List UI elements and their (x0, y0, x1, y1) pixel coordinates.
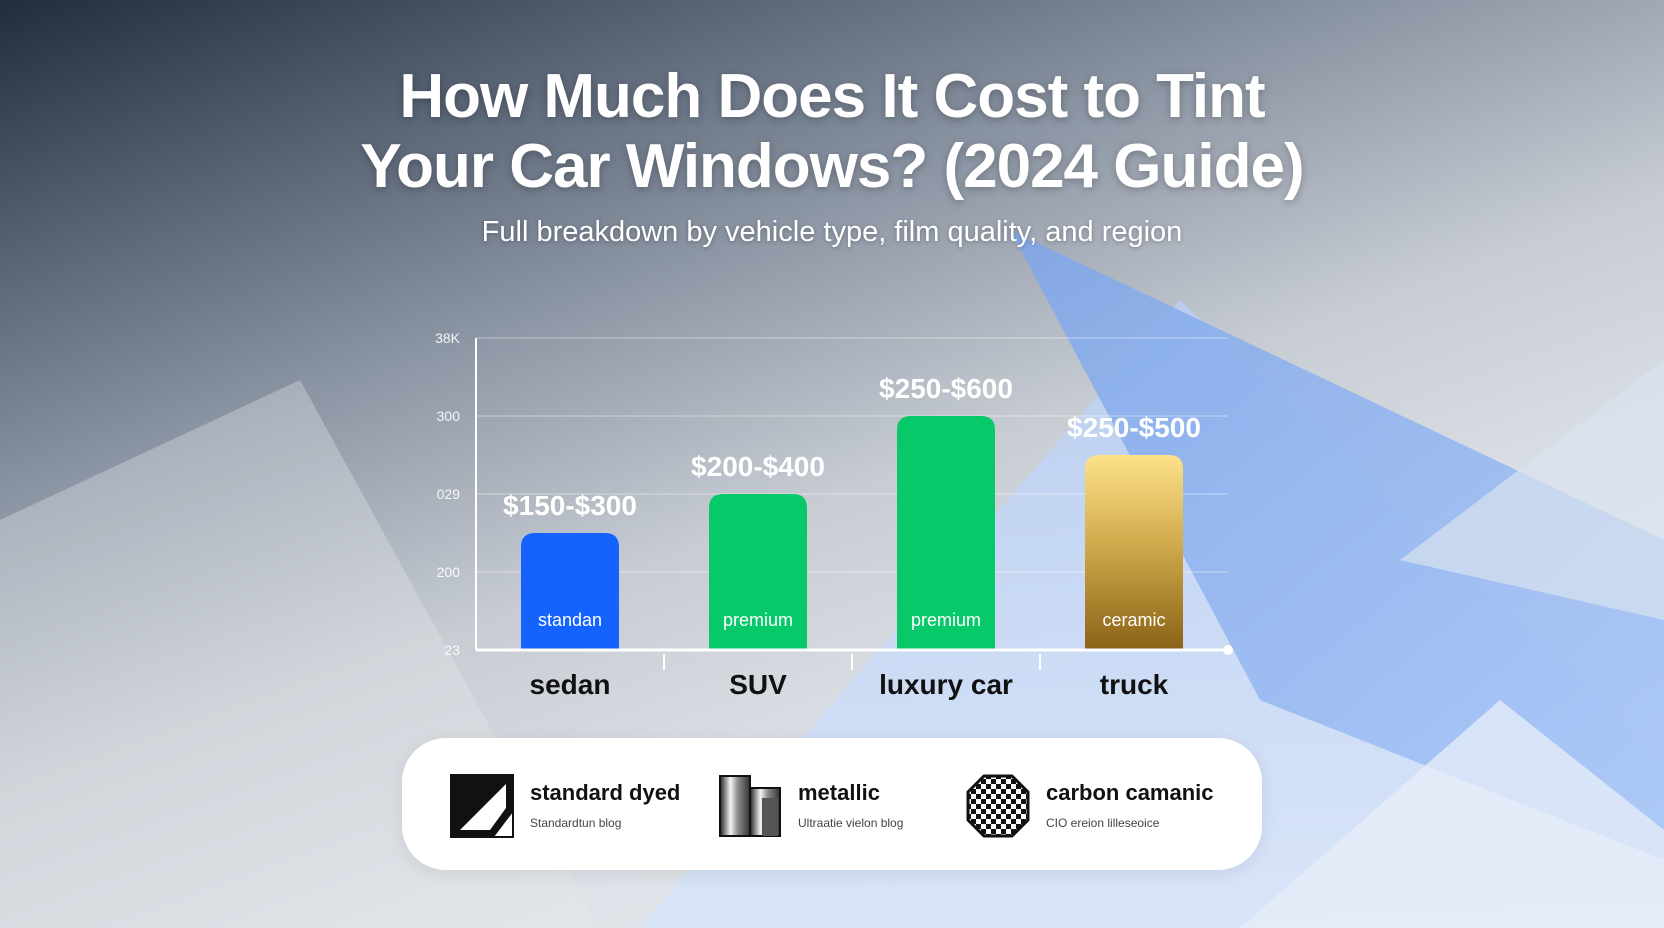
page-subtitle: Full breakdown by vehicle type, film qua… (481, 216, 1183, 248)
y-tick-label: 029 (437, 486, 461, 502)
bar-sedan (521, 533, 619, 650)
legend-title-carbon-ceramic: carbon camanic (1046, 780, 1214, 805)
bar-luxury-car (897, 416, 995, 650)
y-tick-label: 23 (444, 642, 460, 658)
y-tick-label: 200 (437, 564, 461, 580)
page-title: How Much Does It Cost to Tint Your Car W… (0, 62, 1664, 202)
title-line-1: How Much Does It Cost to Tint (399, 62, 1265, 131)
title-line-2: Your Car Windows? (2024 Guide) (360, 132, 1304, 201)
legend-title-metallic: metallic (798, 780, 880, 805)
bar-inner-label: premium (911, 610, 981, 630)
y-tick-label: 300 (437, 408, 461, 424)
bar-inner-label: premium (723, 610, 793, 630)
legend-sub-carbon-ceramic: CIO ereion lilleseoice (1046, 816, 1160, 830)
bar-suv (709, 494, 807, 650)
film-type-legend: standard dyed Standardtun blog metallic … (402, 738, 1262, 870)
bar-value-label: $200-$400 (691, 451, 825, 482)
x-tick-label: SUV (729, 669, 787, 700)
bar-inner-label: standan (538, 610, 602, 630)
bar-inner-label: ceramic (1102, 610, 1165, 630)
legend-sub-standard-dyed: Standardtun blog (530, 816, 622, 830)
y-tick-label: 38K (435, 330, 461, 346)
x-tick-label: sedan (530, 669, 611, 700)
legend-sub-metallic: Ultraatie vielon blog (798, 816, 904, 830)
checkered-circle-icon (966, 774, 1030, 838)
x-tick-label: luxury car (879, 669, 1013, 700)
metallic-bars-icon (719, 775, 781, 837)
x-tick-label: truck (1100, 669, 1169, 700)
bar-value-label: $250-$500 (1067, 412, 1201, 443)
diagonal-split-icon (450, 774, 514, 838)
bar-value-label: $150-$300 (503, 490, 637, 521)
bar-truck (1085, 455, 1183, 650)
bar-value-label: $250-$600 (879, 373, 1013, 404)
x-axis-end-dot (1223, 645, 1233, 655)
legend-title-standard-dyed: standard dyed (530, 780, 681, 805)
